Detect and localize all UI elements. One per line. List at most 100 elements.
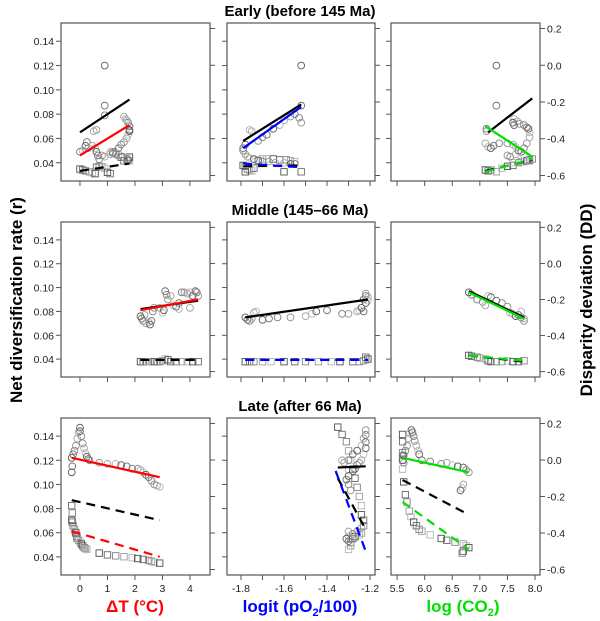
left-y-tick-label: 0.12 — [34, 455, 55, 467]
dd-point — [280, 168, 288, 176]
dd-point — [357, 511, 366, 519]
left-y-tick-label: 0.12 — [34, 61, 55, 73]
dd-point — [336, 358, 344, 366]
dd-point — [103, 168, 112, 177]
dd-point — [344, 447, 353, 455]
r-point — [77, 432, 86, 440]
r-fit-multivariate-line — [487, 97, 533, 134]
plot-frame — [60, 22, 211, 182]
dd-point — [103, 551, 112, 559]
left-y-tick-label: 0.14 — [34, 235, 55, 247]
dd-point — [189, 358, 197, 366]
r-point — [520, 121, 528, 129]
r-point — [245, 154, 254, 162]
r-point — [82, 138, 91, 146]
dd-point — [503, 357, 512, 365]
r-point — [71, 441, 80, 450]
dd-point — [245, 358, 254, 366]
dd-point — [426, 531, 434, 539]
r-point — [147, 317, 156, 325]
r-point — [495, 139, 504, 148]
r-point — [100, 111, 109, 120]
dd-point — [342, 438, 351, 446]
left-y-tick-label: 0.14 — [34, 36, 55, 48]
x-axis-title-co2: log (CO2) — [426, 597, 499, 619]
left-y-tick-label: 0.10 — [34, 85, 55, 97]
r-fit-single-line — [242, 105, 302, 150]
row-title-late: Late (after 66 Ma) — [238, 398, 361, 415]
dd-point — [139, 555, 147, 564]
dd-point — [267, 358, 275, 366]
dd-point — [280, 358, 288, 366]
dd-point — [437, 534, 445, 543]
r-point — [111, 150, 120, 159]
dd-point — [68, 509, 76, 517]
x-tick-label: 7.5 — [500, 583, 515, 595]
right-y-axis-title: Disparity deviation (DD) — [577, 204, 596, 397]
dd-point — [241, 168, 249, 176]
r-fit-single-line — [402, 456, 470, 474]
dd-point — [81, 544, 90, 553]
dd-point — [459, 547, 467, 555]
r-point — [89, 127, 98, 136]
r-point — [344, 532, 353, 541]
dd-fit-multivariate-line — [336, 477, 367, 530]
dd-fit-multivariate-line — [402, 479, 470, 516]
right-y-tick-label: 0.2 — [547, 418, 562, 430]
dd-point — [327, 358, 335, 366]
r-point — [456, 486, 465, 495]
dd-point — [250, 358, 258, 366]
r-point — [106, 150, 115, 159]
dd-point — [69, 522, 77, 530]
r-point — [403, 441, 411, 450]
x-tick-label: -1.2 — [361, 583, 379, 595]
x-axis-title-co2-main: log (CO — [426, 597, 487, 616]
dd-point — [398, 438, 407, 446]
left-y-tick-label: 0.12 — [34, 259, 55, 271]
dd-point — [398, 465, 407, 473]
r-point — [410, 437, 419, 445]
left-y-tick-label: 0.04 — [34, 354, 55, 366]
r-point — [76, 423, 84, 432]
r-point — [73, 434, 82, 443]
r-point — [125, 127, 134, 136]
dd-point — [98, 163, 106, 171]
dd-point — [150, 558, 158, 566]
r-point — [186, 303, 194, 312]
dd-point — [77, 540, 85, 548]
plot-area — [464, 288, 528, 366]
r-point — [265, 314, 273, 323]
dd-point — [76, 165, 84, 173]
r-point — [155, 482, 164, 491]
dd-point — [359, 522, 368, 530]
r-point — [525, 133, 534, 142]
r-fit-single-line — [140, 298, 199, 312]
panel-middle-co2: -0.6 -0.4 -0.2 0.0 0.2 — [386, 221, 565, 382]
r-point — [92, 147, 101, 156]
r-point — [286, 313, 295, 322]
dd-point — [73, 534, 81, 543]
r-point — [301, 312, 310, 321]
x-tick-label: 7.0 — [473, 583, 488, 595]
dd-point — [95, 549, 103, 557]
r-point — [258, 315, 267, 324]
x-tick-label: 0 — [77, 583, 83, 595]
dd-point — [80, 543, 88, 552]
dd-point — [364, 355, 372, 363]
plot-frame — [226, 417, 376, 576]
left-y-tick-label: 0.08 — [34, 306, 55, 318]
dd-point — [178, 358, 186, 366]
r-point — [243, 152, 252, 161]
dd-point — [492, 358, 501, 366]
r-point — [100, 61, 109, 70]
r-point — [161, 287, 170, 296]
left-y-tick-label: 0.10 — [34, 479, 55, 491]
plot-area — [76, 61, 134, 178]
r-fit-multivariate-line — [79, 98, 131, 134]
dd-point — [258, 358, 267, 366]
r-point — [342, 475, 351, 484]
dd-point — [401, 491, 409, 499]
r-point — [357, 441, 366, 450]
panel-middle-temp: 0.04 0.06 0.08 0.10 0.12 0.14 — [34, 221, 215, 382]
